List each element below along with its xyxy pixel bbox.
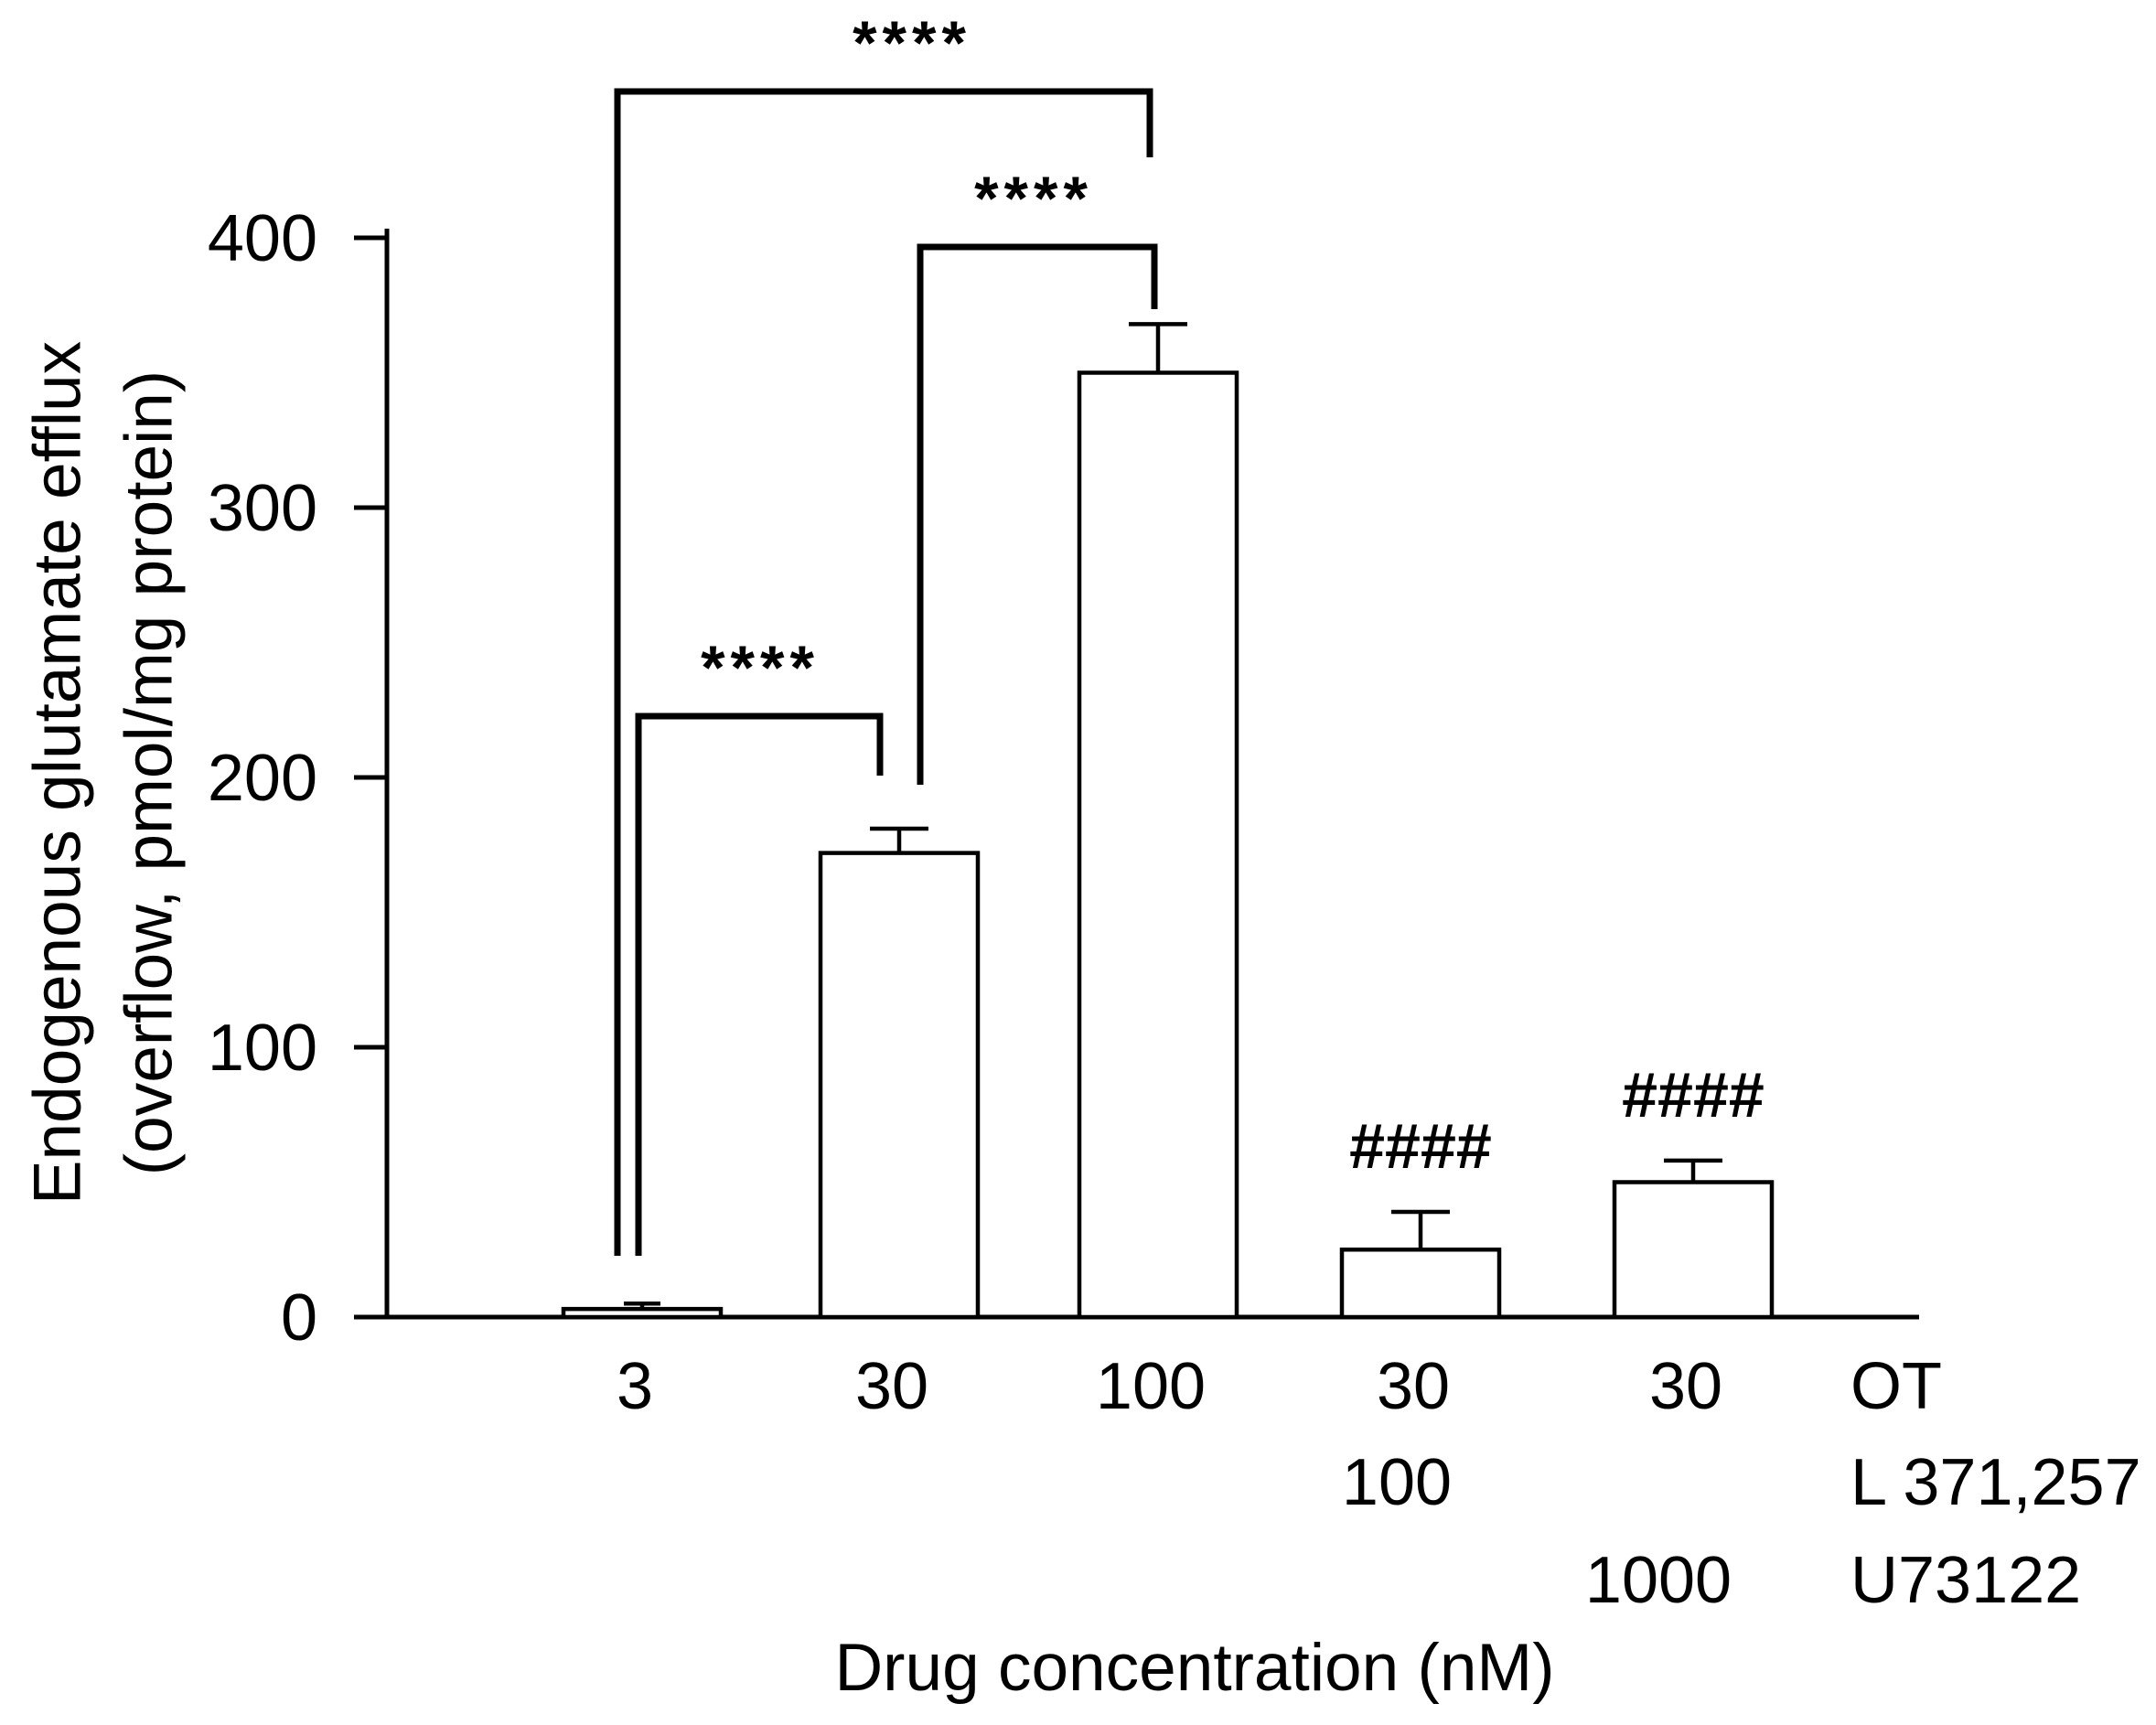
x-tick-label-row1: 30 — [1649, 1350, 1722, 1423]
drug-name-label: L 371,257 — [1850, 1446, 2141, 1519]
significance-stars: **** — [701, 633, 820, 702]
bar — [1339, 1248, 1502, 1320]
y-tick-label: 400 — [208, 202, 317, 275]
significance-stars: **** — [853, 8, 971, 78]
drug-name-label: OT — [1850, 1350, 1942, 1423]
bar — [561, 1306, 724, 1320]
x-tick-label-row3: 1000 — [1585, 1544, 1732, 1617]
x-tick-label-row1: 30 — [1377, 1350, 1450, 1423]
y-axis-title-line1: Endogenous glutamate efflux — [21, 341, 95, 1205]
y-tick-label: 100 — [208, 1012, 317, 1085]
x-tick-label-row1: 30 — [855, 1350, 928, 1423]
significance-bracket — [917, 243, 1158, 785]
hash-annotation: #### — [1349, 1110, 1492, 1182]
bar — [818, 851, 981, 1320]
y-tick-label: 300 — [208, 472, 317, 545]
bar — [1612, 1180, 1775, 1320]
hash-annotation: #### — [1622, 1059, 1764, 1130]
significance-bracket — [614, 88, 1153, 1256]
bar — [1077, 370, 1239, 1320]
significance-stars: **** — [974, 164, 1093, 233]
y-tick-label: 0 — [281, 1281, 317, 1355]
x-tick-label-row1: 100 — [1096, 1350, 1206, 1423]
drug-name-label: U73122 — [1850, 1544, 2081, 1617]
significance-bracket — [635, 712, 884, 1256]
x-axis-title: Drug concentration (nM) — [834, 1631, 1554, 1705]
x-tick-label-row1: 3 — [617, 1350, 653, 1423]
y-tick-label: 200 — [208, 742, 317, 815]
y-axis-title-line2: (overflow, pmol/mg protein) — [113, 370, 187, 1175]
x-tick-label-row2: 100 — [1342, 1446, 1452, 1519]
